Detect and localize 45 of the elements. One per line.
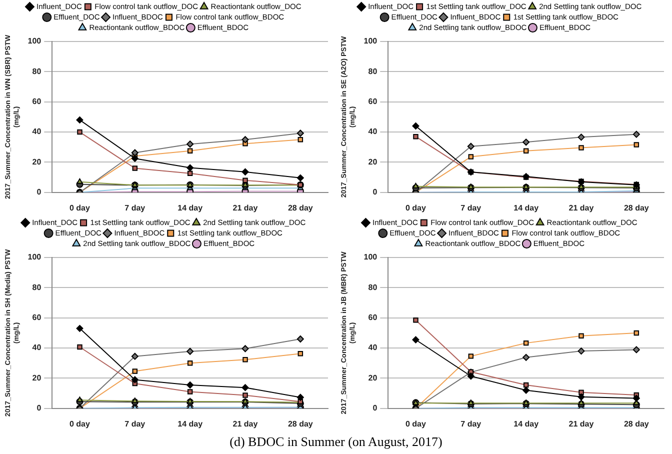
y-tick-label: 80 xyxy=(368,282,378,292)
y-tick-label: 0 xyxy=(372,188,378,197)
x-tick-label: 14 day xyxy=(178,419,204,428)
x-tick-label: 0 day xyxy=(70,203,91,212)
y-tick-label: 0 xyxy=(36,404,42,413)
x-tick-label: 7 day xyxy=(460,203,482,212)
x-tick-label: 7 day xyxy=(124,419,146,428)
x-tick-label: 14 day xyxy=(514,203,540,212)
x-tick-label: 28 day xyxy=(288,203,314,212)
y-tick-label: 100 xyxy=(364,252,378,262)
y-tick-label: 100 xyxy=(364,36,378,46)
y-tick-label: 60 xyxy=(368,97,378,106)
y-tick-label: 40 xyxy=(368,343,378,352)
x-tick-label: 21 day xyxy=(232,419,258,428)
x-tick-label: 21 day xyxy=(568,203,594,212)
y-tick-label: 0 xyxy=(36,188,42,197)
y-tick-label: 20 xyxy=(368,373,378,382)
text: (d) BDOC in Summer (on August, 2017) xyxy=(228,433,444,451)
y-tick-label: 40 xyxy=(32,127,42,136)
x-tick-label: 28 day xyxy=(288,419,314,428)
y-tick-label: 20 xyxy=(32,373,42,382)
x-tick-label: 21 day xyxy=(568,419,594,428)
y-tick-label: 40 xyxy=(32,343,42,352)
y-tick-label: 100 xyxy=(28,36,42,46)
x-tick-label: 7 day xyxy=(124,203,146,212)
y-tick-label: 60 xyxy=(32,97,42,106)
y-tick-label: 60 xyxy=(368,313,378,322)
y-tick-label: 0 xyxy=(372,404,378,413)
y-tick-label: 40 xyxy=(368,127,378,136)
x-tick-label: 14 day xyxy=(514,419,540,428)
y-tick-label: 80 xyxy=(32,282,42,292)
y-tick-label: 60 xyxy=(32,313,42,322)
x-tick-label: 14 day xyxy=(178,203,204,212)
y-tick-label: 20 xyxy=(32,157,42,166)
x-tick-label: 7 day xyxy=(460,419,482,428)
y-tick-label: 80 xyxy=(32,66,42,76)
y-tick-label: 80 xyxy=(368,66,378,76)
y-tick-label: 20 xyxy=(368,157,378,166)
x-tick-label: 0 day xyxy=(406,203,427,212)
x-tick-label: 21 day xyxy=(232,203,258,212)
y-tick-label: 100 xyxy=(28,252,42,262)
x-tick-label: 28 day xyxy=(624,203,650,212)
x-tick-label: 0 day xyxy=(70,419,91,428)
x-tick-label: 28 day xyxy=(624,419,650,428)
x-tick-label: 0 day xyxy=(406,419,427,428)
